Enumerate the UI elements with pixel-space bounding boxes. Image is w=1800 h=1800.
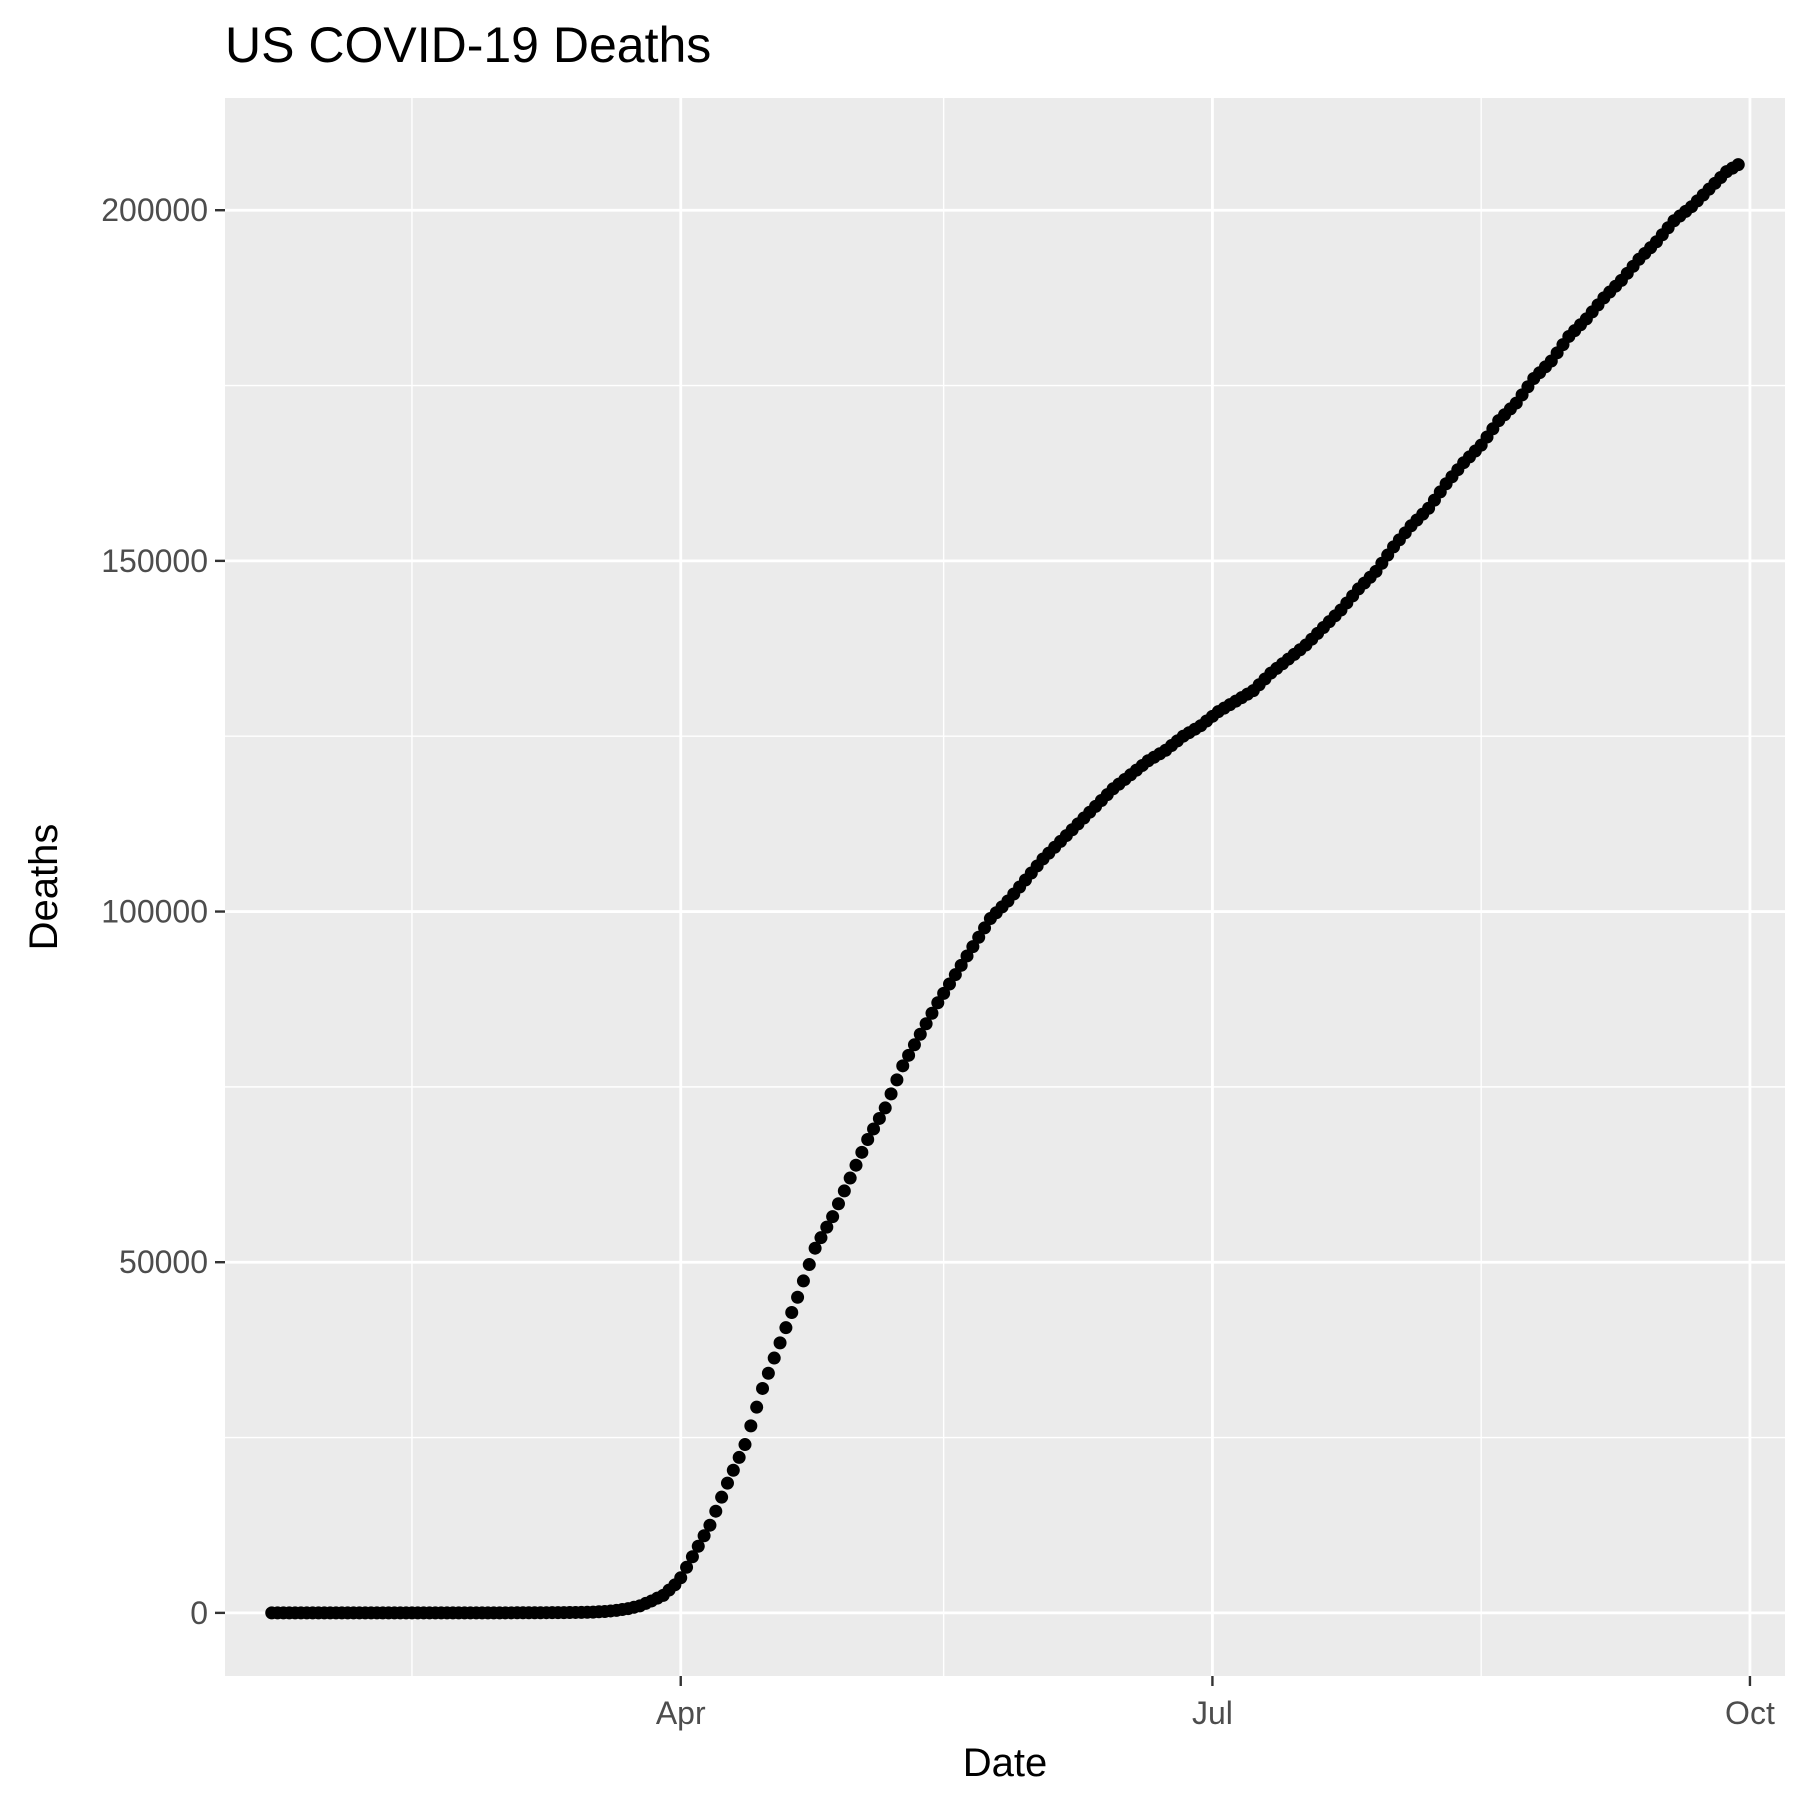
data-point bbox=[837, 1184, 851, 1198]
y-axis: 0 50000 100000 150000 200000 bbox=[101, 192, 225, 1631]
x-axis: Apr Jul Oct bbox=[656, 1676, 1775, 1731]
data-point bbox=[867, 1122, 881, 1136]
data-point bbox=[697, 1529, 711, 1543]
data-point bbox=[715, 1490, 729, 1504]
data-point bbox=[756, 1381, 770, 1395]
data-point bbox=[931, 996, 945, 1010]
data-point bbox=[896, 1059, 910, 1073]
data-point bbox=[960, 949, 974, 963]
data-point bbox=[843, 1171, 857, 1185]
data-point bbox=[890, 1073, 904, 1087]
data-point bbox=[750, 1400, 764, 1414]
y-tick-label: 50000 bbox=[119, 1244, 208, 1280]
data-point bbox=[937, 986, 951, 1000]
y-tick-label: 100000 bbox=[101, 894, 208, 930]
data-point bbox=[831, 1197, 845, 1211]
data-point bbox=[720, 1476, 734, 1490]
data-point bbox=[849, 1158, 863, 1172]
data-point bbox=[942, 977, 956, 991]
data-point bbox=[913, 1027, 927, 1041]
data-point bbox=[726, 1463, 740, 1477]
data-point bbox=[948, 968, 962, 982]
data-point bbox=[773, 1336, 787, 1350]
data-point bbox=[685, 1550, 699, 1564]
data-point bbox=[791, 1290, 805, 1304]
major-gridlines bbox=[225, 98, 1785, 1676]
data-point bbox=[703, 1518, 717, 1532]
y-axis-title: Deaths bbox=[22, 824, 66, 951]
x-tick-label: Oct bbox=[1725, 1695, 1775, 1731]
data-point bbox=[902, 1048, 916, 1062]
data-point bbox=[814, 1231, 828, 1245]
data-point bbox=[779, 1321, 793, 1335]
y-tick-label: 200000 bbox=[101, 192, 208, 228]
data-point bbox=[802, 1258, 816, 1272]
data-point bbox=[709, 1504, 723, 1518]
data-points bbox=[265, 158, 1745, 1620]
data-point bbox=[861, 1132, 875, 1146]
data-point bbox=[1731, 158, 1745, 172]
y-tick-label: 0 bbox=[190, 1595, 208, 1631]
chart-title: US COVID-19 Deaths bbox=[225, 17, 711, 73]
data-point bbox=[808, 1241, 822, 1255]
data-point bbox=[691, 1539, 705, 1553]
x-axis-title: Date bbox=[963, 1741, 1048, 1785]
data-point bbox=[884, 1087, 898, 1101]
data-point bbox=[978, 921, 992, 935]
minor-gridlines bbox=[225, 98, 1785, 1676]
data-point bbox=[907, 1038, 921, 1052]
data-point bbox=[674, 1571, 688, 1585]
data-point bbox=[738, 1438, 752, 1452]
data-point bbox=[919, 1017, 933, 1031]
data-point bbox=[954, 958, 968, 972]
data-point bbox=[855, 1145, 869, 1159]
data-point bbox=[820, 1220, 834, 1234]
data-point bbox=[826, 1210, 840, 1224]
data-point bbox=[761, 1366, 775, 1380]
data-point bbox=[878, 1101, 892, 1115]
data-point bbox=[966, 940, 980, 954]
x-tick-label: Apr bbox=[656, 1695, 706, 1731]
data-point bbox=[744, 1419, 758, 1433]
data-point bbox=[785, 1305, 799, 1319]
x-tick-label: Jul bbox=[1192, 1695, 1233, 1731]
plot-panel bbox=[225, 98, 1785, 1676]
data-point bbox=[925, 1006, 939, 1020]
data-point bbox=[796, 1274, 810, 1288]
data-point bbox=[972, 930, 986, 944]
data-point bbox=[872, 1111, 886, 1125]
data-point bbox=[767, 1351, 781, 1365]
y-tick-label: 150000 bbox=[101, 543, 208, 579]
data-point bbox=[732, 1450, 746, 1464]
data-point bbox=[680, 1560, 694, 1574]
